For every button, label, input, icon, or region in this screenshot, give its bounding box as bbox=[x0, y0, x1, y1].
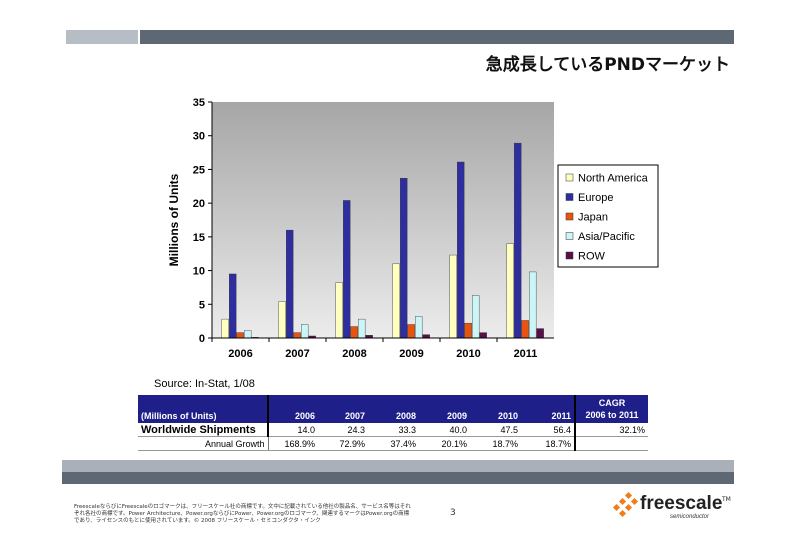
bar-asia-pacific-2009 bbox=[415, 316, 423, 339]
y-tick-label: 0 bbox=[199, 333, 205, 345]
page-number: 3 bbox=[450, 508, 456, 518]
bar-asia-pacific-2006 bbox=[244, 330, 252, 339]
bar-north-america-2010 bbox=[449, 254, 457, 339]
x-tick-label: 2011 bbox=[514, 348, 538, 360]
table-cell: 40.0 bbox=[419, 423, 470, 437]
logo-trademark: TM bbox=[722, 496, 731, 503]
y-tick-label: 20 bbox=[193, 198, 205, 210]
bar-row-2009 bbox=[422, 334, 430, 339]
row-label: Annual Growth bbox=[138, 436, 268, 451]
bar-asia-pacific-2008 bbox=[358, 318, 366, 339]
freescale-logo-icon bbox=[612, 491, 639, 518]
cagr-line1: CAGR bbox=[598, 398, 626, 408]
bar-japan-2007 bbox=[293, 332, 301, 339]
table-row: Worldwide Shipments 14.0 24.3 33.3 40.0 … bbox=[138, 423, 648, 437]
bar-europe-2006 bbox=[229, 273, 237, 339]
table-header-row: (Millions of Units) 2006 2007 2008 2009 … bbox=[138, 395, 648, 423]
shipments-table: (Millions of Units) 2006 2007 2008 2009 … bbox=[138, 395, 648, 451]
table-cell: 14.0 bbox=[267, 423, 318, 437]
bar-north-america-2009 bbox=[392, 263, 400, 339]
header-band-light bbox=[66, 30, 138, 44]
table-cell: 33.3 bbox=[368, 423, 419, 437]
table-cell-cagr: 32.1% bbox=[574, 423, 648, 437]
y-axis-label: Millions of Units bbox=[167, 173, 181, 266]
footer-band-dark bbox=[62, 472, 734, 484]
legend-label: Europe bbox=[578, 192, 613, 204]
header-band-dark bbox=[140, 30, 734, 44]
x-tick-label: 2008 bbox=[342, 348, 366, 360]
x-tick-label: 2009 bbox=[399, 348, 423, 360]
bar-row-2010 bbox=[479, 332, 487, 339]
bar-japan-2006 bbox=[236, 332, 244, 339]
legend-swatch bbox=[565, 251, 574, 260]
table-header-year: 2006 bbox=[267, 395, 318, 423]
x-tick-label: 2010 bbox=[456, 348, 480, 360]
table-cell: 18.7% bbox=[470, 436, 521, 451]
table-header-label: (Millions of Units) bbox=[138, 395, 268, 423]
table-header-year: 2010 bbox=[470, 395, 521, 423]
logo-wordmark: freescale bbox=[640, 493, 723, 514]
bar-europe-2009 bbox=[400, 177, 408, 339]
legend-label: Japan bbox=[578, 212, 608, 224]
bar-north-america-2008 bbox=[335, 282, 343, 339]
bar-europe-2010 bbox=[457, 161, 465, 339]
bar-north-america-2006 bbox=[221, 318, 229, 339]
legend-swatch bbox=[565, 212, 574, 221]
bar-north-america-2011 bbox=[506, 243, 514, 339]
source-note: Source: In-Stat, 1/08 bbox=[154, 378, 255, 390]
bar-japan-2009 bbox=[407, 324, 415, 339]
table-header-cagr: CAGR 2006 to 2011 bbox=[574, 395, 648, 423]
legend-label: North America bbox=[578, 173, 649, 185]
table-cell: 168.9% bbox=[267, 436, 318, 451]
y-tick-label: 10 bbox=[193, 266, 205, 278]
table-cell: 47.5 bbox=[470, 423, 521, 437]
chart-legend: North America Europe Japan Asia/Pacific ROW bbox=[557, 164, 659, 268]
table-header-year: 2011 bbox=[521, 395, 575, 423]
bar-north-america-2007 bbox=[278, 301, 286, 339]
legend-swatch bbox=[565, 232, 574, 240]
table-cell: 72.9% bbox=[318, 436, 368, 451]
y-tick-label: 15 bbox=[193, 232, 205, 244]
table-cell: 37.4% bbox=[368, 436, 419, 451]
legend-label: Asia/Pacific bbox=[578, 231, 635, 243]
table-cell-empty bbox=[574, 436, 648, 451]
bar-europe-2007 bbox=[286, 229, 294, 339]
legend-swatch bbox=[565, 173, 574, 182]
table-header-year: 2008 bbox=[368, 395, 419, 423]
bar-japan-2008 bbox=[350, 326, 358, 339]
bar-asia-pacific-2011 bbox=[529, 271, 537, 339]
bar-japan-2010 bbox=[464, 322, 472, 339]
footer-legal-text: FreescaleならびにFreescaleのロゴマークは、フリースケール社の商… bbox=[74, 504, 411, 524]
legend-box bbox=[557, 164, 659, 268]
table-cell: 24.3 bbox=[318, 423, 368, 437]
bar-asia-pacific-2010 bbox=[472, 295, 480, 339]
table-cell: 20.1% bbox=[419, 436, 470, 451]
table-cell: 18.7% bbox=[521, 436, 575, 451]
y-tick-label: 30 bbox=[193, 131, 205, 143]
footer-band-light bbox=[62, 460, 734, 472]
bar-row-2011 bbox=[536, 328, 544, 339]
bar-asia-pacific-2007 bbox=[301, 324, 309, 339]
table-header-year: 2009 bbox=[419, 395, 470, 423]
legend-label: ROW bbox=[578, 251, 606, 263]
table-cell: 56.4 bbox=[521, 423, 575, 437]
cagr-line2: 2006 to 2011 bbox=[585, 410, 639, 420]
row-label: Worldwide Shipments bbox=[138, 423, 268, 437]
legend-swatch bbox=[565, 193, 574, 201]
x-tick-label: 2006 bbox=[228, 348, 252, 360]
bar-europe-2008 bbox=[343, 200, 351, 339]
logo-subtitle: semiconductor bbox=[670, 514, 710, 520]
slide-title: 急成長しているPNDマーケット bbox=[485, 55, 730, 75]
x-tick-label: 2007 bbox=[285, 348, 309, 360]
y-tick-label: 35 bbox=[193, 97, 205, 109]
bar-japan-2011 bbox=[521, 320, 529, 339]
y-tick-label: 5 bbox=[199, 299, 205, 311]
bar-europe-2011 bbox=[514, 142, 522, 339]
table-header-year: 2007 bbox=[318, 395, 368, 423]
plot-area bbox=[212, 102, 554, 338]
table-row: Annual Growth 168.9% 72.9% 37.4% 20.1% 1… bbox=[138, 436, 648, 451]
y-tick-label: 25 bbox=[193, 164, 205, 176]
